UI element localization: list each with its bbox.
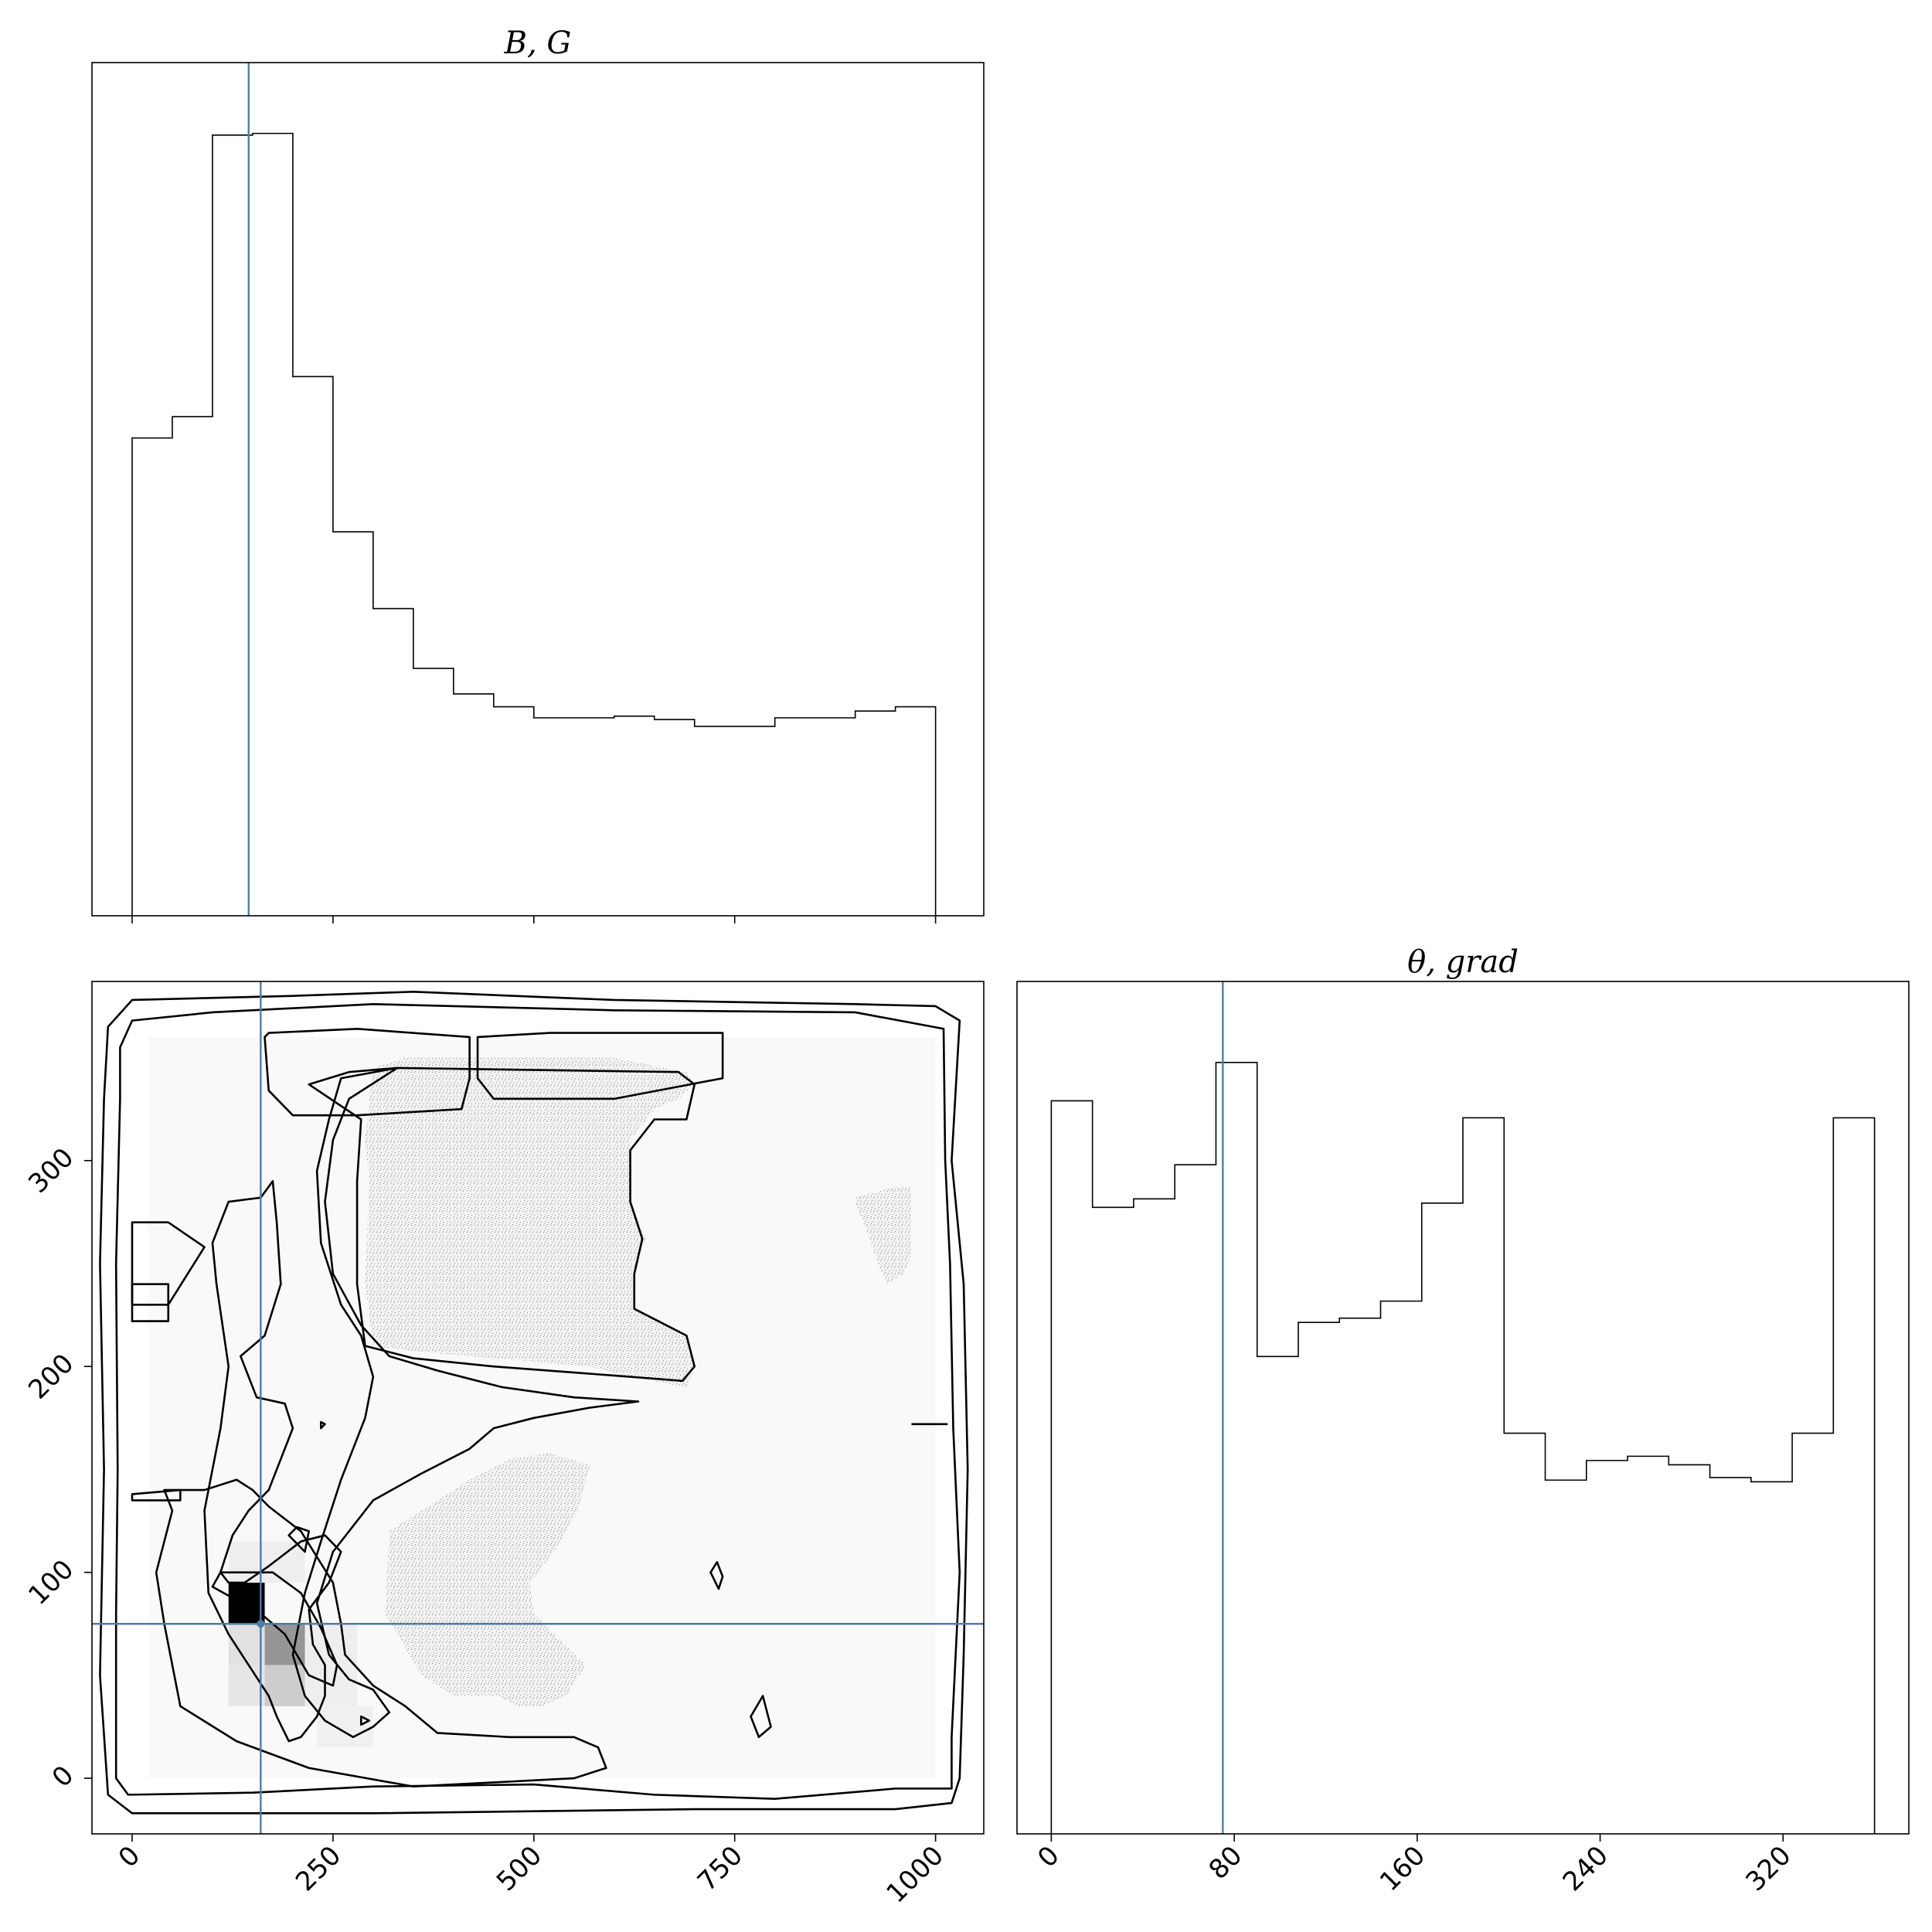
density-cell (228, 1582, 265, 1624)
joint-density-xtick-label-1000: 1000 (881, 1840, 950, 1909)
bg-histogram-step-line (131, 132, 937, 916)
joint-density-ytick-label-300: 300 (22, 1142, 80, 1199)
density-contour (114, 1003, 961, 1801)
theta-histogram-xtick-label-160: 160 (1374, 1840, 1431, 1897)
joint-density-ytick-label-0: 0 (46, 1760, 80, 1794)
speckle-region-far-right-blob (855, 1187, 912, 1284)
joint-density-ytick-label-100: 100 (22, 1554, 80, 1611)
joint-density-ytick-label-200: 200 (22, 1348, 80, 1405)
density-contour (291, 1066, 640, 1739)
density-contour-island (319, 1420, 326, 1430)
density-contour (99, 991, 969, 1815)
joint-density-xtick-label-0: 0 (113, 1840, 147, 1874)
density-contour (476, 1032, 724, 1100)
speckle-region-lower-right-blob (385, 1453, 590, 1706)
density-contour (131, 1488, 182, 1502)
density-cell (304, 1624, 358, 1706)
joint-density-xtick-label-500: 500 (491, 1840, 548, 1897)
theta-histogram-title: θ, grad (1407, 944, 1519, 980)
bg-histogram-title: B, G (504, 26, 572, 61)
histogram-panel-b-g: B, G (91, 26, 985, 923)
density-contour (131, 1283, 170, 1322)
density-contour-island (750, 1695, 772, 1739)
density-contour-island (287, 1526, 311, 1553)
joint-density-xtick-label-750: 750 (692, 1840, 749, 1897)
theta-histogram-xtick-label-320: 320 (1740, 1840, 1797, 1897)
density-contour-island (709, 1561, 724, 1590)
joint-density-xtick-label-250: 250 (290, 1840, 347, 1897)
theta-histogram-xtick-label-0: 0 (1032, 1840, 1066, 1874)
density-contour (203, 1180, 342, 1743)
density-cell (228, 1624, 265, 1665)
density-cell (317, 1706, 373, 1748)
speckle-region-upper-right-blob (365, 1057, 695, 1387)
joint-truth-marker (257, 1620, 265, 1628)
theta-histogram-step-line (1050, 1061, 1876, 1834)
theta-histogram-xtick-label-80: 80 (1203, 1840, 1249, 1886)
density-cell (228, 1665, 265, 1706)
joint-density-panel: 0 250 500 750 1000 0 100 200 300 (22, 981, 985, 1910)
theta-histogram-frame (1016, 981, 1910, 1835)
density-contour (308, 1066, 696, 1383)
density-contour (211, 1571, 338, 1687)
theta-histogram-xtick-label-240: 240 (1557, 1840, 1614, 1897)
density-contour-island (359, 1715, 370, 1726)
bg-histogram-frame (91, 62, 985, 917)
density-contour (264, 1027, 471, 1117)
joint-density-frame (91, 981, 985, 1835)
histogram-panel-theta-grad: 0 80 160 240 320 θ, grad (1016, 944, 1910, 1897)
